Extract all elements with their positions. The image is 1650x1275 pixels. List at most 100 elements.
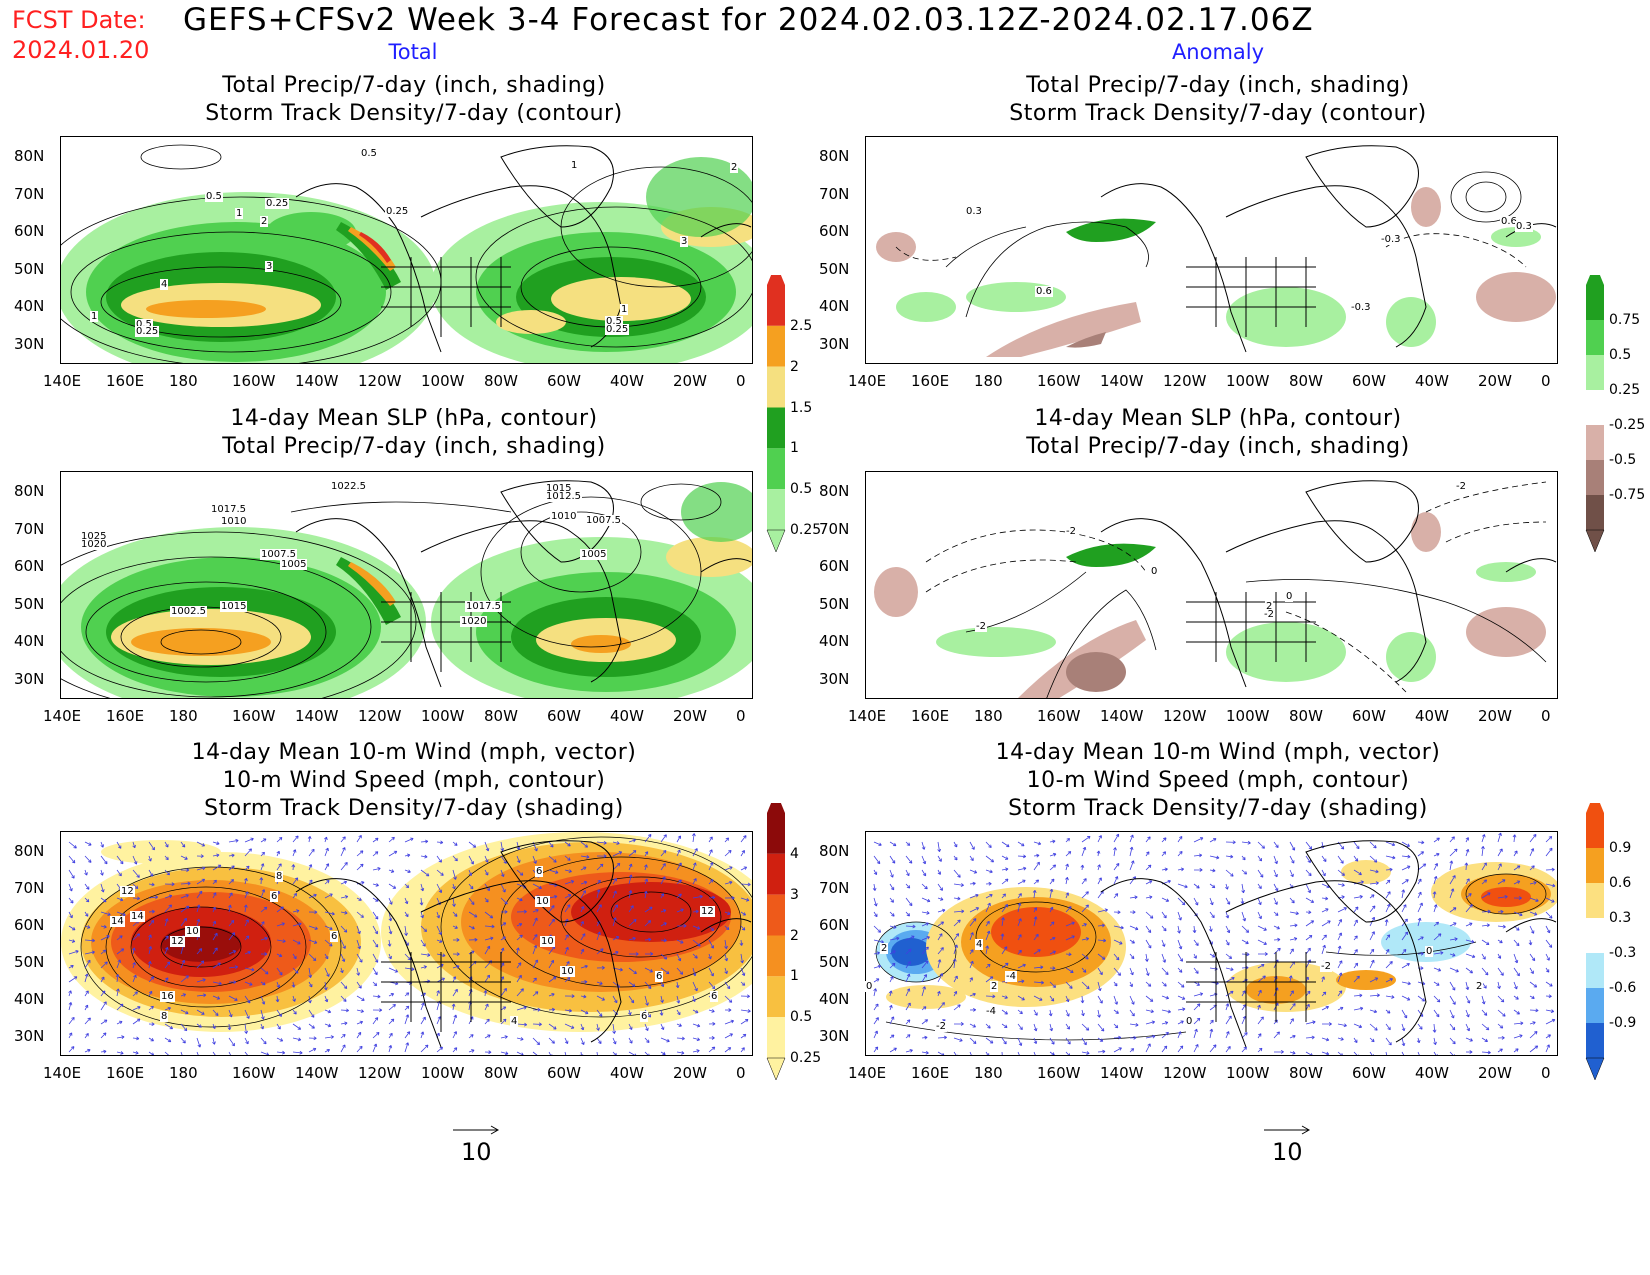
wind-vector-arrow-icon: [1225, 925, 1231, 934]
contour-label: 0.25: [265, 198, 290, 209]
wind-vector-arrow-icon: [1241, 925, 1250, 933]
wind-vector-arrow-icon: [228, 932, 236, 941]
wind-vector-arrow-icon: [372, 953, 379, 963]
wind-vector-arrow-icon: [1145, 836, 1151, 843]
wind-vector-arrow-icon: [1481, 923, 1490, 928]
wind-vector-arrow-icon: [388, 1044, 393, 1053]
wind-vector-arrow-icon: [196, 918, 201, 927]
wind-vector-arrow-icon: [1401, 931, 1409, 941]
wind-vector-arrow-icon: [1449, 995, 1456, 1005]
wind-vector-arrow-icon: [1161, 1021, 1169, 1025]
contour-label: 1025: [80, 531, 108, 542]
lon-tick-label: 140E: [43, 707, 82, 725]
wind-vector-arrow-icon: [387, 939, 392, 947]
wind-vector-arrow-icon: [921, 1019, 928, 1025]
lat-tick-label: 70N: [819, 879, 850, 897]
wind-vector-arrow-icon: [276, 837, 283, 843]
wind-vector-arrow-icon: [1337, 960, 1343, 969]
wind-vector-arrow-icon: [1385, 879, 1391, 885]
wind-vector-arrow-icon: [1529, 953, 1536, 962]
wind-vector-arrow-icon: [889, 936, 900, 941]
lon-tick-label: 100W: [1226, 707, 1270, 725]
wind-vector-arrow-icon: [724, 939, 728, 950]
wind-vector-arrow-icon: [644, 981, 652, 990]
contour-label: 1017.5: [210, 504, 247, 515]
wind-vector-arrow-icon: [937, 933, 943, 941]
wind-vector-arrow-icon: [921, 855, 927, 865]
wind-vector-arrow-icon: [1192, 925, 1197, 934]
wind-vector-arrow-icon: [1417, 851, 1424, 857]
wind-vector-arrow-icon: [1385, 1023, 1391, 1031]
wind-vector-arrow-icon: [468, 1034, 474, 1039]
wind-vector-arrow-icon: [1481, 862, 1487, 871]
wind-vector-arrow-icon: [180, 894, 189, 899]
lon-tick-label: 100W: [1226, 372, 1270, 390]
wind-vector-arrow-icon: [1177, 1007, 1186, 1012]
wind-vector-arrow-icon: [660, 967, 670, 975]
wind-vector-arrow-icon: [1113, 1035, 1122, 1040]
wind-vector-arrow-icon: [452, 1031, 457, 1039]
wind-vector-arrow-icon: [260, 906, 268, 913]
wind-vector-arrow-icon: [1257, 989, 1262, 997]
colorbar-swatch: [766, 1057, 786, 1081]
contour-label: 1022.5: [330, 481, 367, 492]
wind-vector-arrow-icon: [260, 1037, 267, 1045]
wind-vector-arrow-icon: [1065, 995, 1070, 1003]
wind-vector-arrow-icon: [1369, 959, 1375, 969]
lon-tick-label: 80W: [1289, 372, 1323, 390]
wind-vector-arrow-icon: [1337, 869, 1345, 876]
wind-vector-arrow-icon: [1177, 867, 1185, 872]
wind-vector-arrow-icon: [84, 925, 91, 929]
wind-vector-arrow-icon: [451, 1003, 456, 1011]
wind-vector-arrow-icon: [1369, 1009, 1378, 1014]
wind-vector-arrow-icon: [420, 883, 425, 892]
wind-vector-arrow-icon: [740, 1019, 749, 1025]
lat-tick-label: 40N: [819, 990, 850, 1008]
colorbar-label: 1: [790, 968, 799, 985]
wind-vector-arrow-icon: [1465, 904, 1473, 913]
colorbar-label: -0.5: [1609, 452, 1637, 468]
contour-label: -4: [985, 1006, 997, 1017]
wind-vector-arrow-icon: [628, 918, 637, 927]
lon-tick-label: 40W: [1415, 372, 1449, 390]
wind-vector-arrow-icon: [100, 976, 105, 983]
wind-vector-arrow-icon: [1545, 867, 1555, 872]
wind-vector-arrow-icon: [937, 841, 942, 853]
lon-tick-label: 160E: [106, 372, 145, 390]
wind-vector-arrow-icon: [1545, 967, 1550, 973]
wind-vector-arrow-icon: [1529, 865, 1535, 871]
wind-vector-arrow-icon: [180, 993, 187, 997]
colorbar-storm-anomaly: 0.9 0.6 0.3 -0.3 -0.6 -0.9: [1585, 803, 1650, 1083]
wind-vector-arrow-icon: [1465, 995, 1471, 1004]
wind-vector-arrow-icon: [953, 855, 958, 861]
contour-label: 8: [275, 871, 284, 882]
wind-vector-arrow-icon: [1529, 967, 1534, 975]
lat-tick-label: 60N: [14, 557, 45, 576]
wind-vector-arrow-icon: [1129, 1023, 1139, 1027]
wind-vector-arrow-icon: [291, 864, 296, 871]
contour-label: 4: [160, 279, 169, 290]
wind-vector-arrow-icon: [1305, 869, 1312, 877]
lon-tick-label: 180: [169, 372, 198, 390]
wind-vector-arrow-icon: [676, 924, 687, 928]
wind-vector-arrow-icon: [1145, 939, 1152, 949]
lon-tick-label: 80W: [1289, 1064, 1323, 1082]
wind-vector-arrow-icon: [1209, 925, 1213, 932]
wind-vector-arrow-icon: [244, 981, 253, 986]
wind-vector-arrow-icon: [676, 953, 682, 962]
contour-label: -2: [1065, 526, 1077, 537]
vector-scale-left: [451, 1122, 501, 1141]
lon-tick-label: 120W: [358, 1064, 402, 1082]
wind-vector-arrow-icon: [1417, 1051, 1420, 1055]
wind-vector-arrow-icon: [1449, 1037, 1456, 1045]
panel-title: Storm Track Density/7-day (shading): [204, 796, 624, 821]
wind-vector-arrow-icon: [308, 910, 318, 915]
wind-vector-arrow-icon: [937, 990, 941, 997]
colorbar-label: 0.25: [790, 1050, 822, 1066]
wind-vector-arrow-icon: [420, 953, 431, 957]
wind-vector-arrow-icon: [1145, 995, 1154, 1002]
wind-vector-arrow-icon: [1241, 1032, 1248, 1039]
colorbar-swatch: [767, 407, 785, 449]
wind-vector-arrow-icon: [372, 897, 379, 902]
colorbar-swatch: [1586, 355, 1604, 390]
